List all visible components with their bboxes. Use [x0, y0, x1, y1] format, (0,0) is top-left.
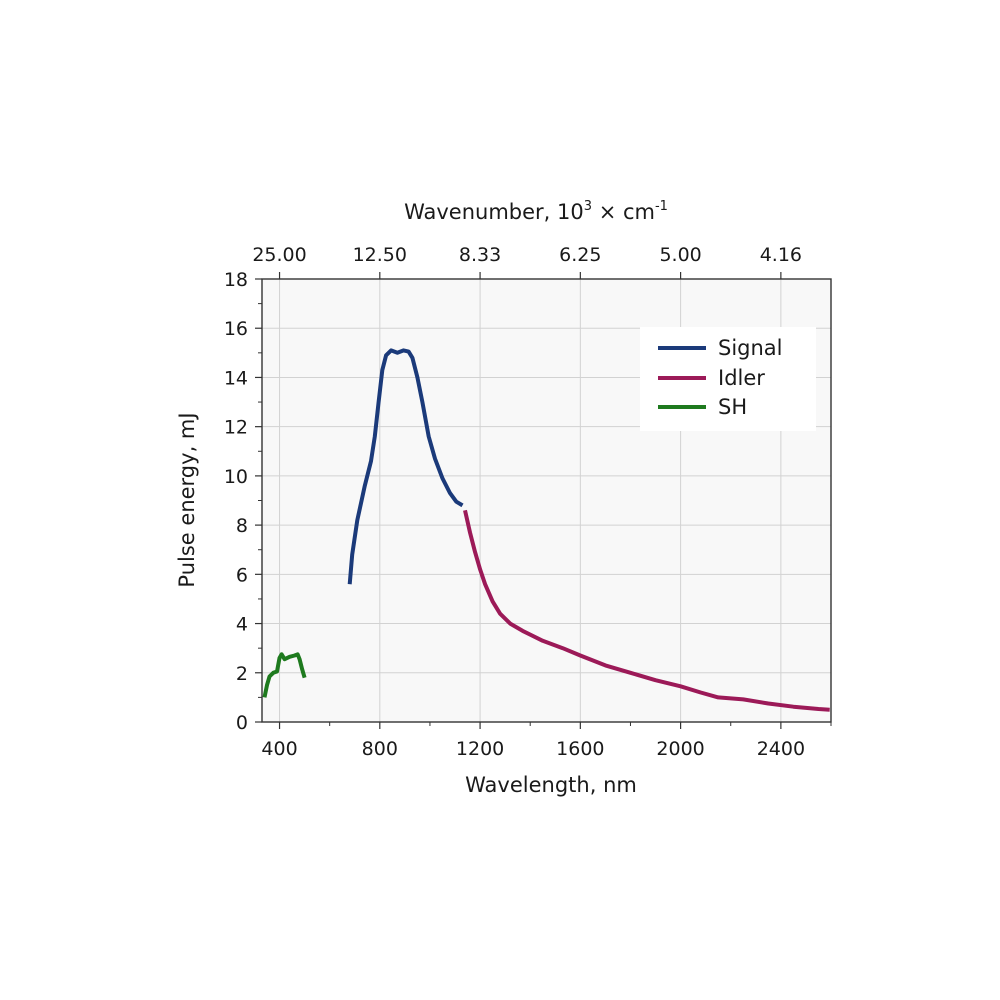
top-tick-label: 8.33	[459, 244, 501, 266]
y-tick-label: 2	[236, 663, 248, 685]
series-line-signal	[347, 348, 464, 585]
top-axis-title-exponent-2: -1	[655, 199, 668, 214]
x-tick-label: 800	[362, 738, 398, 760]
y-tick-label: 14	[224, 367, 248, 389]
x-tick-label: 2400	[757, 738, 805, 760]
series-line-sh	[262, 652, 307, 698]
top-axis-title-exponent-1: 3	[584, 199, 592, 214]
x-tick-label: 1200	[456, 738, 504, 760]
top-tick-label: 12.50	[353, 244, 407, 266]
y-tick-label: 18	[224, 269, 248, 291]
series-line-idler	[463, 509, 830, 712]
y-tick-label: 6	[236, 564, 248, 586]
axis-tick-labels: 400 800 1200 1600 2000 2400 0 2 4 6 8 10 12 14 16 18	[224, 269, 805, 760]
x-tick-label: 2000	[656, 738, 704, 760]
legend-label-sh: SH	[718, 395, 747, 419]
y-axis-title: Pulse energy, mJ	[175, 412, 199, 587]
top-axis-title-text: Wavenumber, 10	[404, 200, 584, 224]
x-axis-title: Wavelength, nm	[465, 773, 637, 797]
top-tick-label: 25.00	[252, 244, 306, 266]
grid-lines	[262, 278, 831, 723]
y-tick-label: 12	[224, 417, 248, 439]
y-tick-label: 0	[236, 712, 248, 734]
top-tick-label: 5.00	[659, 244, 701, 266]
series-lines	[262, 348, 830, 712]
legend-label-idler: Idler	[718, 366, 765, 390]
axis-ticks	[255, 272, 832, 729]
top-axis-title-unit: × cm	[592, 200, 655, 224]
y-tick-label: 8	[236, 515, 248, 537]
x-tick-label: 1600	[556, 738, 604, 760]
y-tick-label: 16	[224, 318, 248, 340]
top-tick-label: 4.16	[760, 244, 802, 266]
y-tick-label: 10	[224, 466, 248, 488]
x-tick-label: 400	[261, 738, 297, 760]
top-axis-title: Wavenumber, 103 × cm-1	[404, 199, 668, 224]
top-tick-label: 6.25	[559, 244, 601, 266]
legend: Signal Idler SH	[640, 327, 816, 431]
y-tick-label: 4	[236, 614, 248, 636]
top-axis-tick-labels: 25.00 12.50 8.33 6.25 5.00 4.16	[252, 244, 802, 266]
legend-label-signal: Signal	[718, 336, 783, 360]
